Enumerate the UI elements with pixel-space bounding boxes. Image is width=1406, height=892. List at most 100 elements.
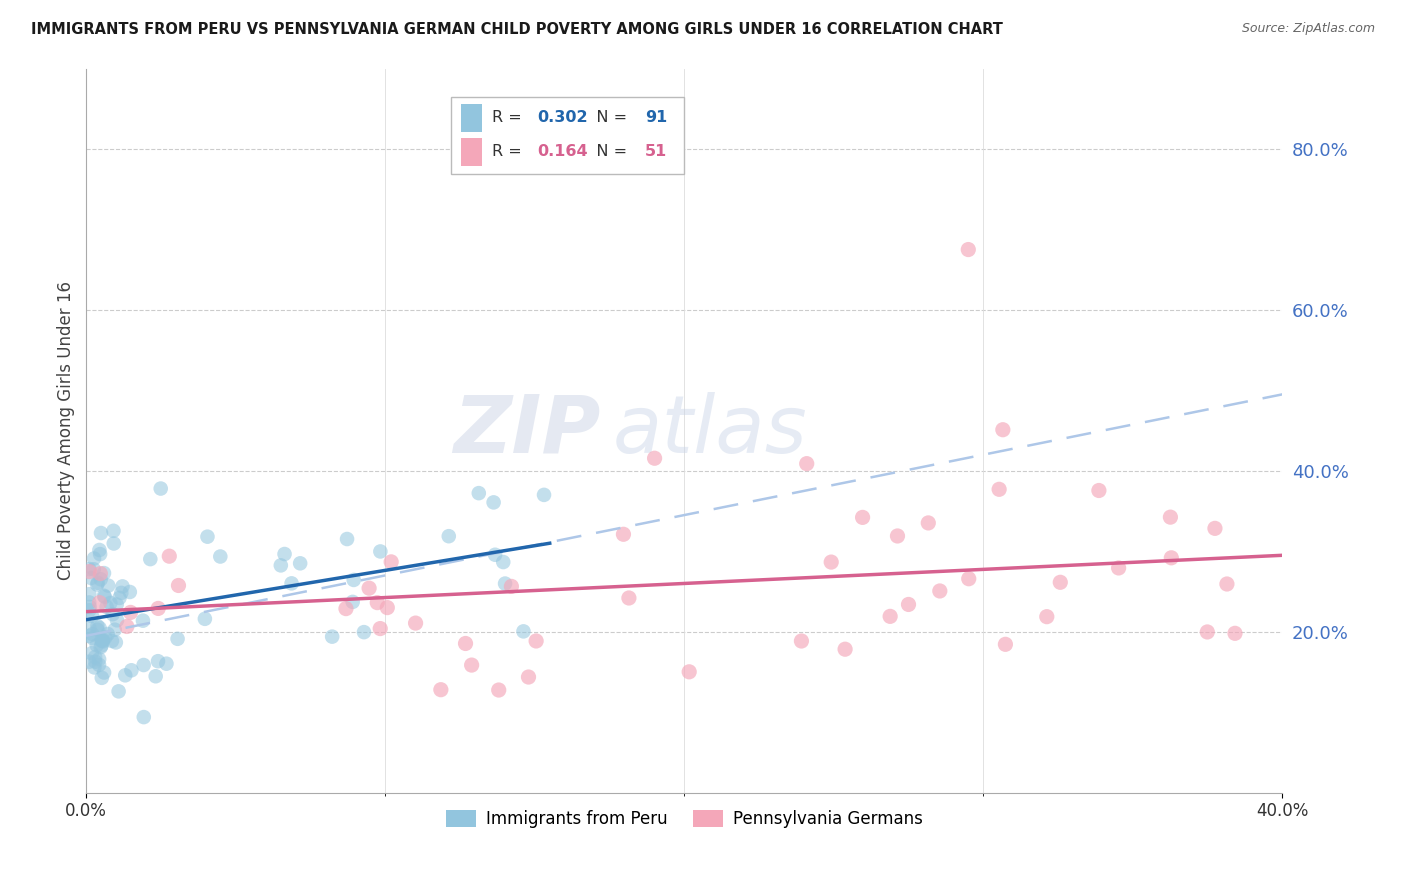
Point bbox=[1049, 575, 1071, 590]
Point bbox=[280, 576, 302, 591]
Point bbox=[494, 576, 516, 591]
Point bbox=[366, 596, 388, 610]
Point bbox=[405, 616, 427, 631]
Point bbox=[77, 562, 100, 576]
Point bbox=[270, 558, 292, 573]
Point bbox=[851, 510, 873, 524]
Text: 0.164: 0.164 bbox=[537, 145, 588, 160]
Point bbox=[197, 530, 219, 544]
Point bbox=[146, 654, 169, 668]
Point bbox=[86, 623, 108, 637]
Point bbox=[83, 551, 105, 566]
Text: IMMIGRANTS FROM PERU VS PENNSYLVANIA GERMAN CHILD POVERTY AMONG GIRLS UNDER 16 C: IMMIGRANTS FROM PERU VS PENNSYLVANIA GER… bbox=[31, 22, 1002, 37]
Point bbox=[517, 670, 540, 684]
Point bbox=[484, 548, 506, 562]
Text: 51: 51 bbox=[645, 145, 666, 160]
Point bbox=[454, 636, 477, 650]
Point bbox=[155, 657, 177, 671]
Point bbox=[90, 639, 112, 653]
Point bbox=[1223, 626, 1246, 640]
Point bbox=[370, 544, 392, 558]
Point bbox=[430, 682, 453, 697]
Point bbox=[89, 543, 111, 558]
Text: 91: 91 bbox=[645, 111, 666, 125]
Point bbox=[101, 607, 124, 622]
Point bbox=[988, 483, 1011, 497]
Point bbox=[103, 536, 125, 550]
Point bbox=[90, 671, 112, 685]
Point bbox=[132, 658, 155, 673]
Point bbox=[90, 640, 112, 655]
Text: Source: ZipAtlas.com: Source: ZipAtlas.com bbox=[1241, 22, 1375, 36]
Point bbox=[98, 596, 121, 610]
Point bbox=[1159, 510, 1181, 524]
Point bbox=[108, 591, 131, 605]
Point bbox=[644, 451, 666, 466]
Point bbox=[80, 646, 103, 660]
Point bbox=[335, 601, 357, 615]
Point bbox=[103, 524, 125, 538]
Point bbox=[89, 596, 111, 610]
Point bbox=[132, 710, 155, 724]
Point bbox=[93, 665, 115, 680]
Point bbox=[94, 590, 117, 604]
Point bbox=[820, 555, 842, 569]
Point bbox=[342, 595, 364, 609]
Point bbox=[612, 527, 634, 541]
Point bbox=[97, 627, 120, 641]
Point bbox=[209, 549, 232, 564]
Point bbox=[1197, 624, 1219, 639]
Point bbox=[91, 634, 114, 648]
Point bbox=[488, 683, 510, 698]
Point bbox=[77, 621, 100, 635]
Point bbox=[86, 577, 108, 591]
Point bbox=[917, 516, 939, 530]
Point bbox=[375, 600, 398, 615]
Point bbox=[524, 634, 547, 648]
Point bbox=[994, 637, 1017, 651]
Point bbox=[957, 243, 980, 257]
Point bbox=[118, 585, 141, 599]
Point bbox=[678, 665, 700, 679]
Point bbox=[89, 566, 111, 581]
Point bbox=[796, 457, 818, 471]
Point bbox=[957, 572, 980, 586]
FancyBboxPatch shape bbox=[461, 104, 482, 131]
Point bbox=[90, 633, 112, 648]
Point bbox=[77, 655, 100, 669]
Point bbox=[336, 532, 359, 546]
Point bbox=[157, 549, 180, 564]
Point bbox=[83, 562, 105, 576]
Point bbox=[879, 609, 901, 624]
Point bbox=[77, 629, 100, 643]
Y-axis label: Child Poverty Among Girls Under 16: Child Poverty Among Girls Under 16 bbox=[58, 281, 75, 580]
Point bbox=[87, 575, 110, 590]
Text: N =: N = bbox=[582, 111, 633, 125]
Point bbox=[77, 587, 100, 601]
Point bbox=[482, 495, 505, 509]
Point bbox=[82, 631, 104, 645]
Point bbox=[790, 634, 813, 648]
Point bbox=[84, 650, 107, 665]
Text: R =: R = bbox=[492, 145, 527, 160]
Point bbox=[94, 631, 117, 645]
Point bbox=[149, 482, 172, 496]
Point bbox=[437, 529, 460, 543]
Point bbox=[101, 634, 124, 648]
Point bbox=[80, 571, 103, 585]
Point bbox=[380, 555, 402, 569]
Point bbox=[288, 557, 311, 571]
Point bbox=[89, 621, 111, 635]
Point bbox=[120, 606, 142, 620]
Point bbox=[1108, 561, 1130, 575]
Point bbox=[87, 652, 110, 666]
Point bbox=[89, 547, 111, 561]
Point bbox=[91, 632, 114, 647]
Point bbox=[1216, 577, 1239, 591]
Point bbox=[90, 572, 112, 586]
Point bbox=[87, 657, 110, 672]
Point bbox=[86, 638, 108, 652]
Point bbox=[84, 655, 107, 669]
Point bbox=[111, 579, 134, 593]
Point bbox=[96, 599, 118, 614]
